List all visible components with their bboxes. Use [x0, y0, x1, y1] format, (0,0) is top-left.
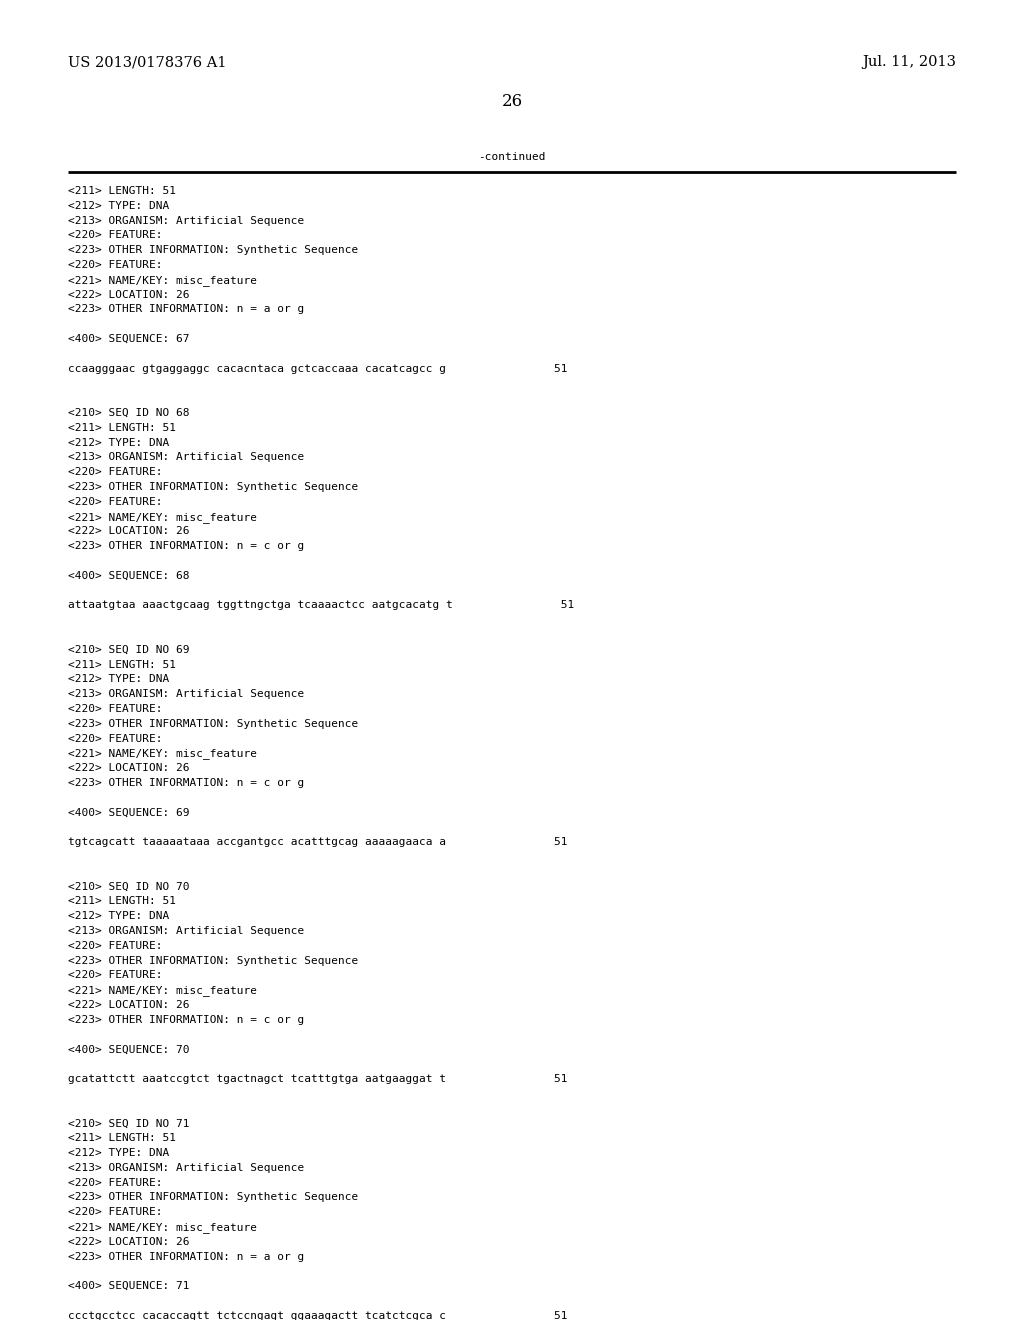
- Text: <211> LENGTH: 51: <211> LENGTH: 51: [68, 660, 176, 669]
- Text: <212> TYPE: DNA: <212> TYPE: DNA: [68, 1148, 169, 1158]
- Text: <210> SEQ ID NO 71: <210> SEQ ID NO 71: [68, 1118, 189, 1129]
- Text: <210> SEQ ID NO 68: <210> SEQ ID NO 68: [68, 408, 189, 418]
- Text: <220> FEATURE:: <220> FEATURE:: [68, 970, 163, 981]
- Text: <220> FEATURE:: <220> FEATURE:: [68, 467, 163, 478]
- Text: <212> TYPE: DNA: <212> TYPE: DNA: [68, 675, 169, 684]
- Text: <211> LENGTH: 51: <211> LENGTH: 51: [68, 1133, 176, 1143]
- Text: <223> OTHER INFORMATION: Synthetic Sequence: <223> OTHER INFORMATION: Synthetic Seque…: [68, 246, 358, 255]
- Text: <223> OTHER INFORMATION: n = a or g: <223> OTHER INFORMATION: n = a or g: [68, 305, 304, 314]
- Text: <221> NAME/KEY: misc_feature: <221> NAME/KEY: misc_feature: [68, 512, 257, 523]
- Text: 26: 26: [502, 92, 522, 110]
- Text: <211> LENGTH: 51: <211> LENGTH: 51: [68, 422, 176, 433]
- Text: <220> FEATURE:: <220> FEATURE:: [68, 231, 163, 240]
- Text: <220> FEATURE:: <220> FEATURE:: [68, 260, 163, 271]
- Text: <220> FEATURE:: <220> FEATURE:: [68, 734, 163, 743]
- Text: <221> NAME/KEY: misc_feature: <221> NAME/KEY: misc_feature: [68, 985, 257, 997]
- Text: <223> OTHER INFORMATION: n = c or g: <223> OTHER INFORMATION: n = c or g: [68, 777, 304, 788]
- Text: <220> FEATURE:: <220> FEATURE:: [68, 1208, 163, 1217]
- Text: <223> OTHER INFORMATION: Synthetic Sequence: <223> OTHER INFORMATION: Synthetic Seque…: [68, 1192, 358, 1203]
- Text: <223> OTHER INFORMATION: Synthetic Sequence: <223> OTHER INFORMATION: Synthetic Seque…: [68, 482, 358, 492]
- Text: <213> ORGANISM: Artificial Sequence: <213> ORGANISM: Artificial Sequence: [68, 1163, 304, 1172]
- Text: <213> ORGANISM: Artificial Sequence: <213> ORGANISM: Artificial Sequence: [68, 453, 304, 462]
- Text: ccctgcctcc cacaccagtt tctccngagt ggaaagactt tcatctcgca c                51: ccctgcctcc cacaccagtt tctccngagt ggaaaga…: [68, 1311, 567, 1320]
- Text: <223> OTHER INFORMATION: n = c or g: <223> OTHER INFORMATION: n = c or g: [68, 541, 304, 552]
- Text: <220> FEATURE:: <220> FEATURE:: [68, 496, 163, 507]
- Text: <220> FEATURE:: <220> FEATURE:: [68, 1177, 163, 1188]
- Text: <210> SEQ ID NO 70: <210> SEQ ID NO 70: [68, 882, 189, 891]
- Text: <213> ORGANISM: Artificial Sequence: <213> ORGANISM: Artificial Sequence: [68, 215, 304, 226]
- Text: <220> FEATURE:: <220> FEATURE:: [68, 704, 163, 714]
- Text: <212> TYPE: DNA: <212> TYPE: DNA: [68, 438, 169, 447]
- Text: <211> LENGTH: 51: <211> LENGTH: 51: [68, 896, 176, 907]
- Text: <400> SEQUENCE: 71: <400> SEQUENCE: 71: [68, 1282, 189, 1291]
- Text: <221> NAME/KEY: misc_feature: <221> NAME/KEY: misc_feature: [68, 748, 257, 759]
- Text: <222> LOCATION: 26: <222> LOCATION: 26: [68, 527, 189, 536]
- Text: tgtcagcatt taaaaataaa accgantgcc acatttgcag aaaaagaaca a                51: tgtcagcatt taaaaataaa accgantgcc acatttg…: [68, 837, 567, 847]
- Text: <223> OTHER INFORMATION: n = a or g: <223> OTHER INFORMATION: n = a or g: [68, 1251, 304, 1262]
- Text: <211> LENGTH: 51: <211> LENGTH: 51: [68, 186, 176, 195]
- Text: <212> TYPE: DNA: <212> TYPE: DNA: [68, 201, 169, 211]
- Text: <400> SEQUENCE: 70: <400> SEQUENCE: 70: [68, 1044, 189, 1055]
- Text: <223> OTHER INFORMATION: Synthetic Sequence: <223> OTHER INFORMATION: Synthetic Seque…: [68, 956, 358, 966]
- Text: <222> LOCATION: 26: <222> LOCATION: 26: [68, 1237, 189, 1247]
- Text: <210> SEQ ID NO 69: <210> SEQ ID NO 69: [68, 644, 189, 655]
- Text: <223> OTHER INFORMATION: n = c or g: <223> OTHER INFORMATION: n = c or g: [68, 1015, 304, 1024]
- Text: <213> ORGANISM: Artificial Sequence: <213> ORGANISM: Artificial Sequence: [68, 927, 304, 936]
- Text: -continued: -continued: [478, 152, 546, 162]
- Text: US 2013/0178376 A1: US 2013/0178376 A1: [68, 55, 226, 69]
- Text: Jul. 11, 2013: Jul. 11, 2013: [862, 55, 956, 69]
- Text: <222> LOCATION: 26: <222> LOCATION: 26: [68, 289, 189, 300]
- Text: <221> NAME/KEY: misc_feature: <221> NAME/KEY: misc_feature: [68, 1222, 257, 1233]
- Text: <222> LOCATION: 26: <222> LOCATION: 26: [68, 763, 189, 774]
- Text: gcatattctt aaatccgtct tgactnagct tcatttgtga aatgaaggat t                51: gcatattctt aaatccgtct tgactnagct tcatttg…: [68, 1074, 567, 1084]
- Text: <212> TYPE: DNA: <212> TYPE: DNA: [68, 911, 169, 921]
- Text: <223> OTHER INFORMATION: Synthetic Sequence: <223> OTHER INFORMATION: Synthetic Seque…: [68, 719, 358, 729]
- Text: <220> FEATURE:: <220> FEATURE:: [68, 941, 163, 950]
- Text: <400> SEQUENCE: 69: <400> SEQUENCE: 69: [68, 808, 189, 817]
- Text: <221> NAME/KEY: misc_feature: <221> NAME/KEY: misc_feature: [68, 275, 257, 285]
- Text: <400> SEQUENCE: 68: <400> SEQUENCE: 68: [68, 570, 189, 581]
- Text: attaatgtaa aaactgcaag tggttngctga tcaaaactcc aatgcacatg t                51: attaatgtaa aaactgcaag tggttngctga tcaaaa…: [68, 601, 574, 610]
- Text: <222> LOCATION: 26: <222> LOCATION: 26: [68, 1001, 189, 1010]
- Text: <400> SEQUENCE: 67: <400> SEQUENCE: 67: [68, 334, 189, 345]
- Text: ccaagggaac gtgaggaggc cacacntaca gctcaccaaa cacatcagcc g                51: ccaagggaac gtgaggaggc cacacntaca gctcacc…: [68, 363, 567, 374]
- Text: <213> ORGANISM: Artificial Sequence: <213> ORGANISM: Artificial Sequence: [68, 689, 304, 700]
